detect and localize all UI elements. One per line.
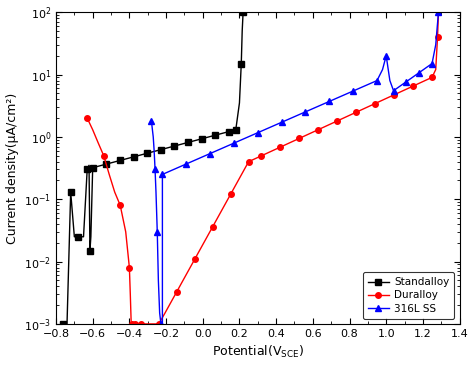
Standalloy [117,158,123,163]
Standalloy [185,140,191,145]
Standalloy [219,131,225,135]
Standalloy [87,249,93,253]
Duralloy [429,75,435,79]
Standalloy [88,235,94,239]
Duralloy [128,322,134,326]
Standalloy [124,157,129,161]
Standalloy [212,133,218,137]
Standalloy [192,138,198,143]
Duralloy [353,110,359,115]
Standalloy [68,190,73,194]
Standalloy [103,162,109,166]
X-axis label: Potential(V$_\mathrm{SCE}$): Potential(V$_\mathrm{SCE}$) [212,344,304,361]
316L SS [408,76,413,81]
Duralloy [95,141,101,145]
Standalloy [240,10,246,14]
Y-axis label: Current density(μA/cm²): Current density(μA/cm²) [6,93,18,244]
Duralloy [84,116,90,120]
Standalloy [206,135,211,139]
Standalloy [199,137,205,141]
Standalloy [239,29,245,33]
316L SS [429,61,435,66]
Standalloy [61,322,66,326]
Standalloy [75,235,81,239]
Duralloy [156,322,162,326]
316L SS [374,78,380,83]
Standalloy [233,128,238,132]
Line: Duralloy: Duralloy [84,10,441,327]
Standalloy [237,101,242,105]
Standalloy [131,155,137,159]
Standalloy [84,167,90,172]
316L SS [175,165,181,170]
Standalloy [178,142,184,146]
Standalloy [158,147,164,152]
Standalloy [151,149,157,154]
Standalloy [165,146,171,150]
316L SS [183,162,189,166]
Standalloy [238,61,244,66]
Standalloy [86,163,92,168]
Legend: Standalloy, Duralloy, 316L SS: Standalloy, Duralloy, 316L SS [363,272,455,319]
Standalloy [145,151,150,156]
Duralloy [284,142,290,146]
Standalloy [226,129,232,134]
316L SS [436,10,441,14]
Standalloy [81,235,86,239]
Standalloy [233,128,238,132]
Standalloy [72,235,77,239]
Standalloy [137,153,143,157]
316L SS [148,119,154,123]
Duralloy [240,170,246,175]
316L SS [158,322,164,326]
Line: 316L SS: 316L SS [148,9,442,328]
Duralloy [436,10,441,14]
Standalloy [172,144,177,148]
Standalloy [97,164,102,168]
316L SS [387,78,392,83]
Standalloy [110,160,116,164]
Standalloy [90,165,96,170]
Line: Standalloy: Standalloy [61,10,246,327]
Standalloy [64,322,70,326]
